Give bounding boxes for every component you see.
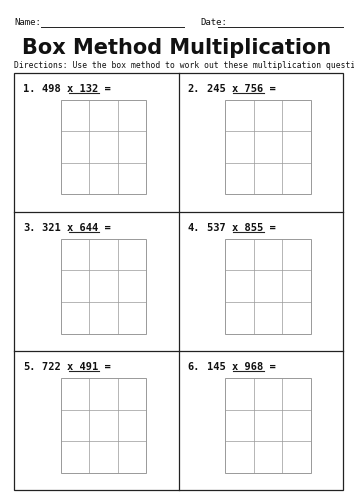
Bar	[225, 239, 311, 334]
Bar	[14, 72, 343, 490]
Text: 1.: 1.	[23, 84, 35, 94]
Text: 6.: 6.	[188, 362, 200, 372]
Bar	[61, 100, 146, 194]
Text: Box Method Multiplication: Box Method Multiplication	[22, 38, 332, 58]
Text: 498 x 132 =: 498 x 132 =	[42, 84, 118, 94]
Text: 245 x 756 =: 245 x 756 =	[207, 84, 282, 94]
Bar	[61, 239, 146, 334]
Text: Directions: Use the box method to work out these multiplication questions.: Directions: Use the box method to work o…	[14, 62, 354, 70]
Text: Date:: Date:	[200, 18, 227, 27]
Text: 3.: 3.	[23, 222, 35, 232]
Text: 5.: 5.	[23, 362, 35, 372]
Text: 2.: 2.	[188, 84, 200, 94]
Text: 537 x 855 =: 537 x 855 =	[207, 222, 282, 232]
Text: 4.: 4.	[188, 222, 200, 232]
Bar	[225, 100, 311, 194]
Text: 321 x 644 =: 321 x 644 =	[42, 222, 118, 232]
Bar	[225, 378, 311, 472]
Text: 145 x 968 =: 145 x 968 =	[207, 362, 282, 372]
Bar	[61, 378, 146, 472]
Text: 722 x 491 =: 722 x 491 =	[42, 362, 118, 372]
Text: Name:: Name:	[14, 18, 41, 27]
